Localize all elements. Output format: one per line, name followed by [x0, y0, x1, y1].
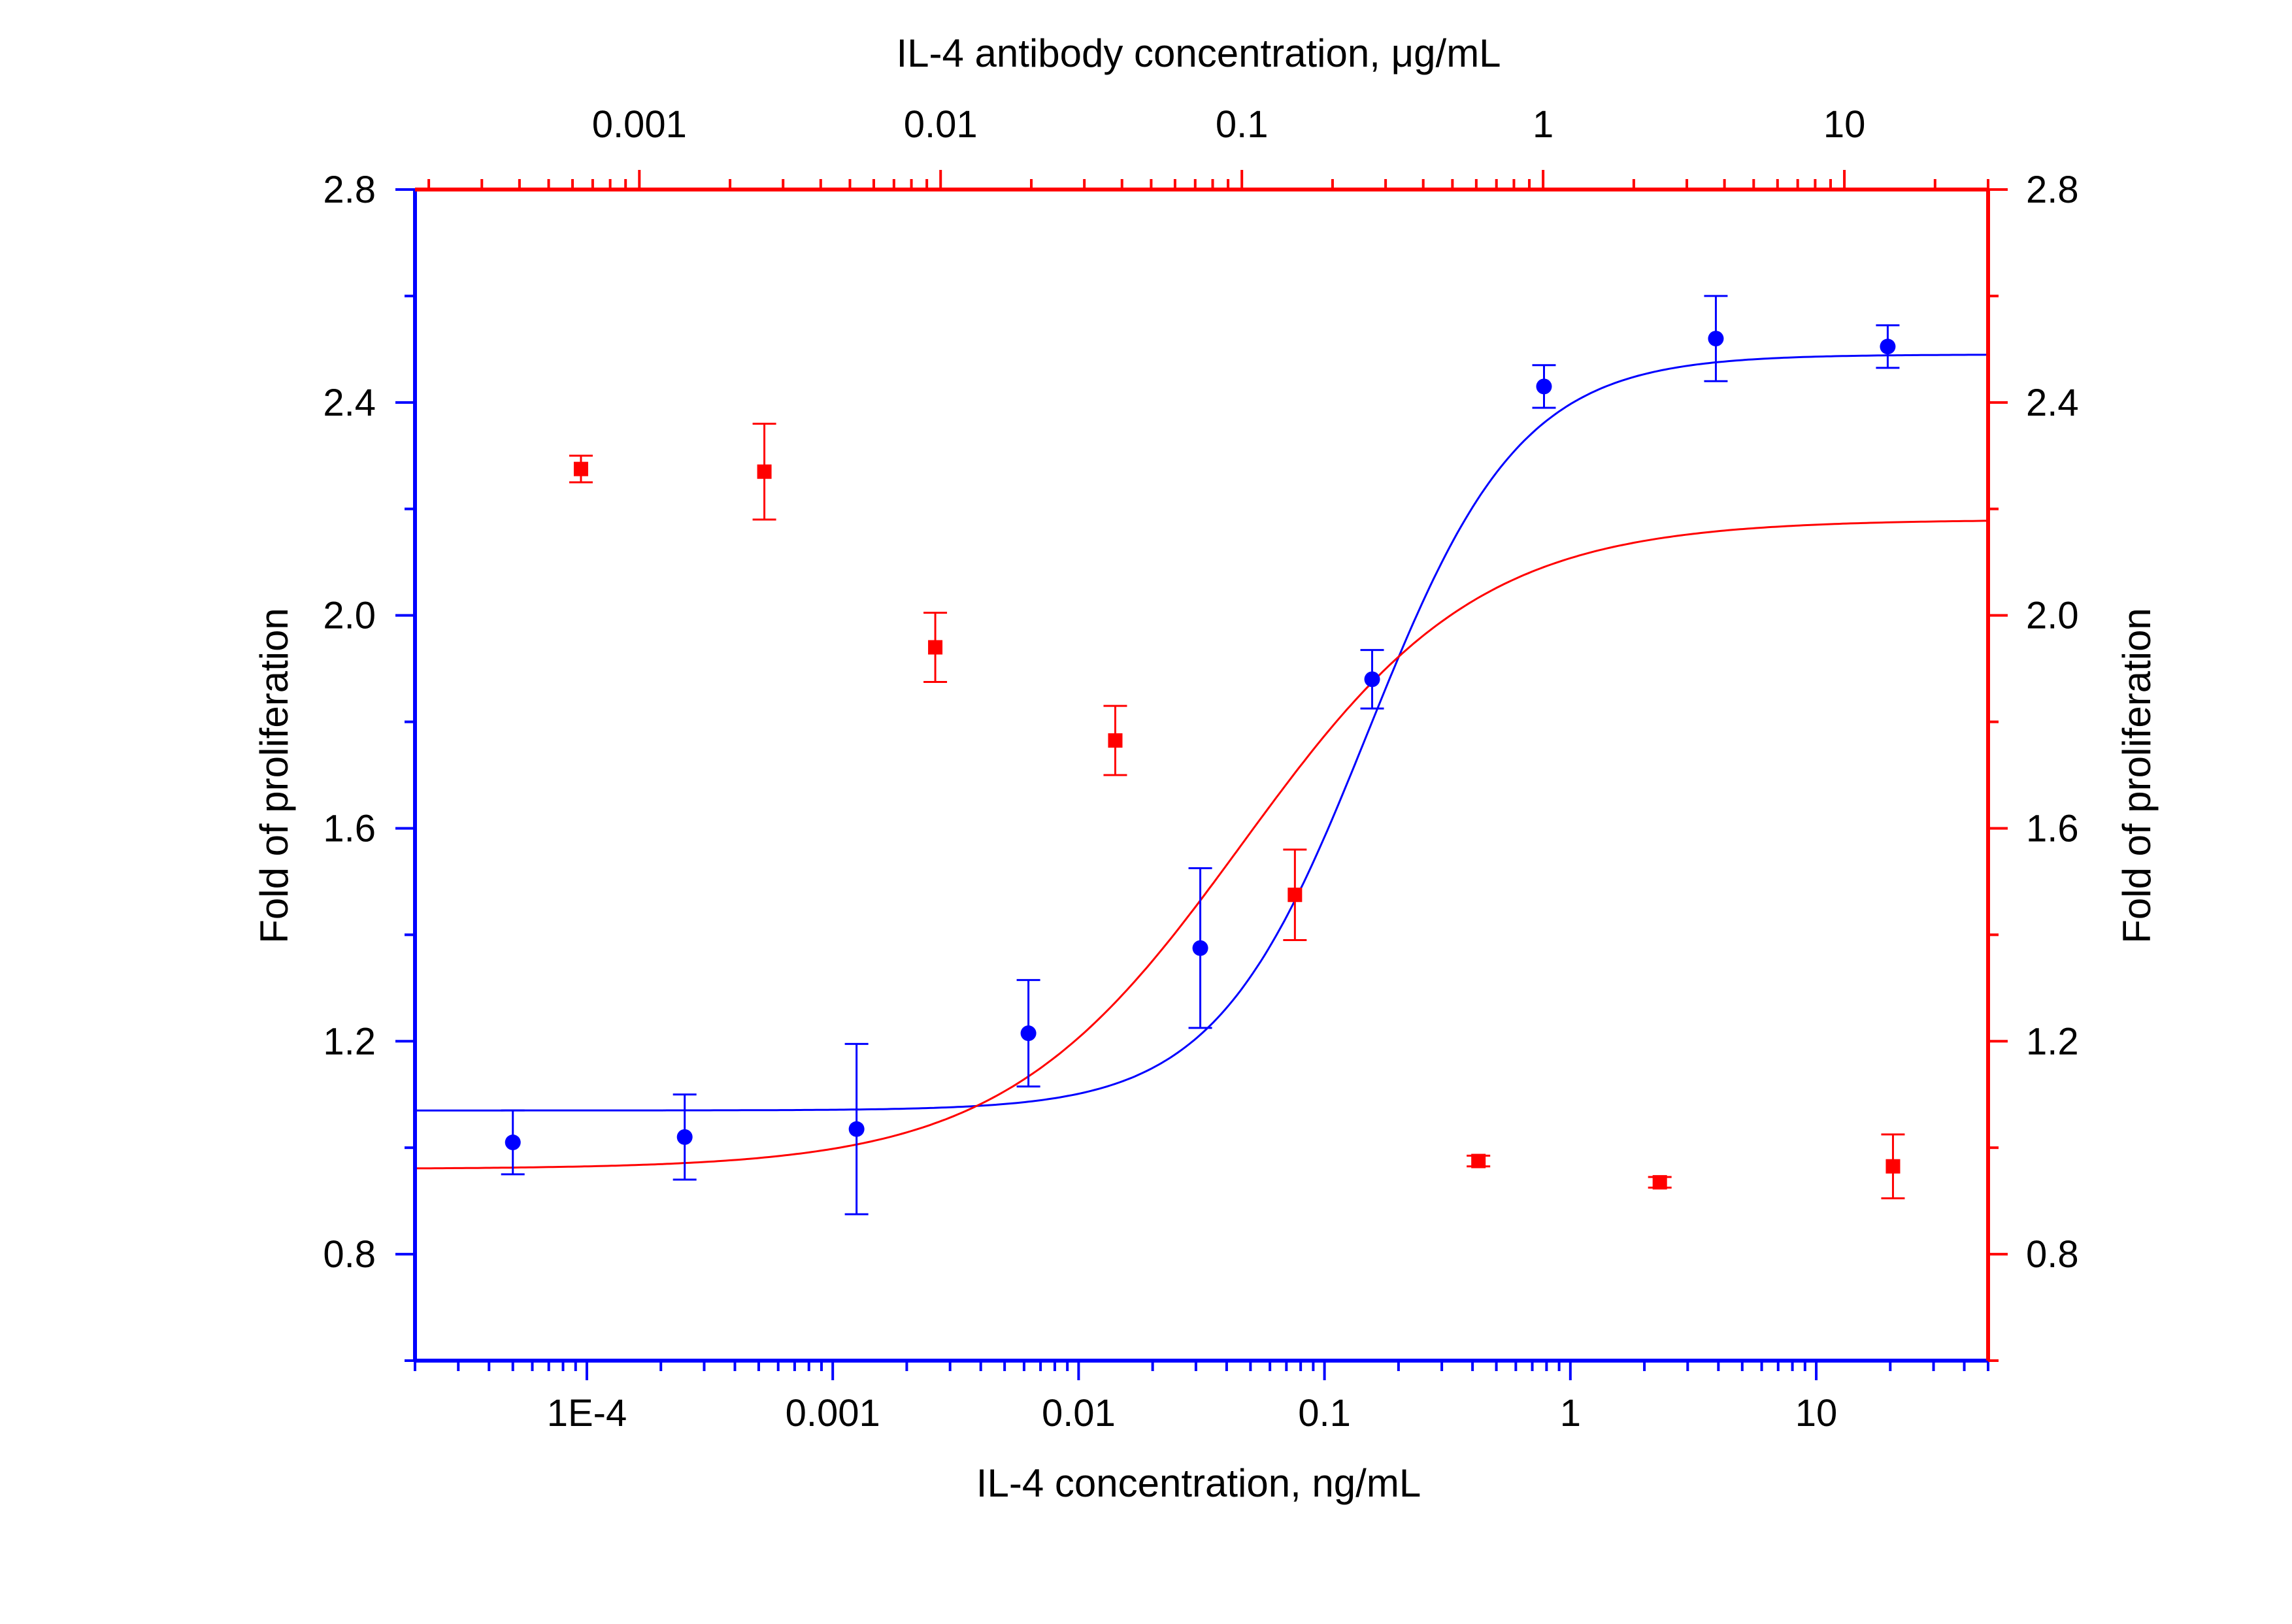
blue-data-point — [1880, 339, 1896, 355]
bottom-axis-tick-label: 10 — [1795, 1392, 1838, 1434]
red-data-point — [928, 640, 943, 655]
red-data-point — [1652, 1175, 1667, 1190]
red-data-point — [1287, 887, 1303, 903]
bottom-axis-tick-label: 1 — [1560, 1392, 1581, 1434]
top-axis-tick-label: 10 — [1823, 103, 1866, 146]
blue-data-point — [1020, 1025, 1037, 1042]
x-axis-title-bottom: IL-4 concentration, ng/mL — [976, 1461, 1421, 1505]
axes: 1E-4 0.001 0.01 0.1 1 10 0.001 0.01 0.1 1 10 0.8 1.2… — [323, 103, 2078, 1434]
left-axis-tick-label: 1.6 — [323, 807, 376, 850]
bottom-axis-tick-label: 0.01 — [1042, 1392, 1116, 1434]
bottom-axis-tick-label: 0.001 — [786, 1392, 880, 1434]
right-axis-tick-label: 2.8 — [2026, 169, 2079, 211]
blue-data-point — [1364, 671, 1380, 688]
blue-fit-curve — [415, 354, 1989, 1112]
right-axis-tick-label: 2.0 — [2026, 595, 2079, 637]
blue-data-point — [505, 1135, 521, 1151]
red-data-point — [1885, 1159, 1901, 1174]
right-axis-tick-label: 1.6 — [2026, 807, 2079, 850]
bottom-axis-tick-label: 0.1 — [1298, 1392, 1351, 1434]
top-axis-tick-label: 0.001 — [592, 103, 687, 146]
left-axis-tick-label: 2.8 — [323, 169, 376, 211]
left-axis-tick-label: 2.0 — [323, 595, 376, 637]
left-axis-tick-label: 0.8 — [323, 1233, 376, 1276]
left-axis-tick-label: 2.4 — [323, 382, 376, 424]
red-data-point — [1471, 1153, 1486, 1168]
bottom-axis-tick-label: 1E-4 — [547, 1392, 627, 1434]
blue-data-point — [1536, 378, 1552, 395]
right-axis-tick-label: 2.4 — [2026, 382, 2079, 424]
fit-curves — [415, 354, 1989, 1170]
right-axis-tick-label: 0.8 — [2026, 1233, 2079, 1276]
y-axis-title-right: Fold of proliferation — [2115, 608, 2159, 944]
top-axis-tick-label: 1 — [1533, 103, 1553, 146]
red-data-point — [1108, 733, 1123, 748]
blue-data-point — [848, 1121, 865, 1137]
top-axis-tick-label: 0.01 — [904, 103, 978, 146]
top-axis-tick-label: 0.1 — [1216, 103, 1269, 146]
right-axis-tick-label: 1.2 — [2026, 1020, 2079, 1063]
left-axis-tick-label: 1.2 — [323, 1020, 376, 1063]
red-data-point — [757, 464, 772, 479]
x-axis-title-top: IL-4 antibody concentration, μg/mL — [896, 31, 1501, 75]
y-axis-title-left: Fold of proliferation — [252, 608, 296, 944]
red-fit-curve — [415, 520, 1988, 1170]
blue-data-point — [676, 1129, 693, 1145]
red-data-point — [573, 461, 588, 476]
blue-data-point — [1708, 331, 1724, 347]
data-points — [501, 295, 1905, 1216]
blue-data-point — [1192, 940, 1208, 956]
